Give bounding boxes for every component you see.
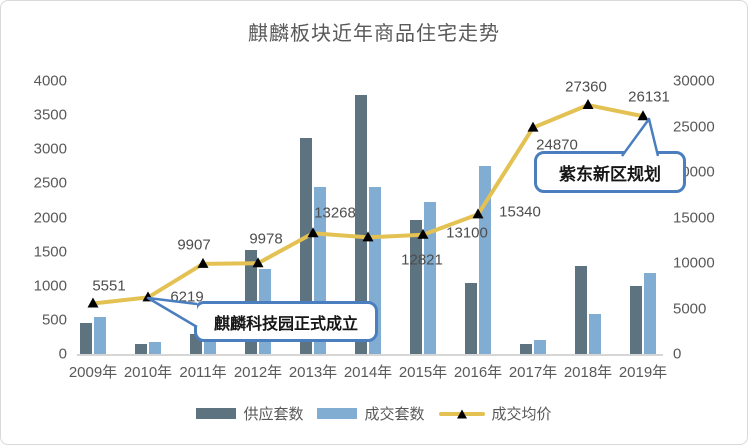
- price-marker-2018年: [582, 99, 594, 110]
- legend-label-deal: 成交套数: [364, 406, 425, 423]
- price-label-2017年: 24870: [536, 136, 578, 154]
- supply-bar-2018年: [575, 266, 587, 354]
- x-axis-label-2009年: 2009年: [68, 364, 118, 381]
- x-axis-label-2017年: 2017年: [508, 364, 558, 381]
- legend-item-price: 成交均价: [438, 403, 552, 424]
- supply-bar-2019年: [630, 286, 642, 354]
- price-marker-2017年: [527, 121, 539, 132]
- deal-bar-2017年: [534, 340, 546, 354]
- price-label-2019年: 26131: [628, 88, 670, 106]
- deal-bar-2010年: [149, 342, 161, 354]
- x-axis-line: [77, 354, 663, 356]
- x-axis-label-2019年: 2019年: [618, 364, 668, 381]
- left-axis-tick-2000: 2000: [33, 209, 67, 226]
- legend-label-price: 成交均价: [491, 406, 552, 423]
- left-axis-tick-0: 0: [58, 345, 67, 363]
- price-label-2015年: 13100: [446, 224, 488, 242]
- supply-bar-swatch-icon: [196, 408, 237, 419]
- price-label-2014年: 12821: [401, 251, 443, 269]
- price-label-2016年: 15340: [499, 203, 541, 221]
- left-axis-tick-3500: 3500: [33, 106, 67, 124]
- right-axis-tick-30000: 30000: [673, 72, 715, 90]
- right-axis-tick-0: 0: [673, 345, 682, 363]
- deal-bar-2018年: [589, 314, 601, 354]
- left-axis-tick-1500: 1500: [33, 243, 67, 261]
- deal-bar-2015年: [424, 202, 436, 354]
- supply-bar-2015年: [410, 220, 422, 354]
- x-axis-label-2014年: 2014年: [343, 364, 393, 381]
- price-marker-2019年: [637, 110, 649, 121]
- callout-zidong-new-district: 紫东新区规划: [534, 151, 686, 193]
- left-axis-tick-3000: 3000: [33, 140, 67, 158]
- price-marker-2010年: [142, 291, 154, 302]
- x-axis-label-2011年: 2011年: [179, 364, 227, 381]
- right-axis-tick-15000: 15000: [673, 209, 715, 226]
- x-axis-label-2015年: 2015年: [398, 364, 448, 381]
- price-label-2013年: 13268: [314, 204, 356, 222]
- left-axis-tick-1000: 1000: [33, 277, 67, 295]
- price-label-2018年: 27360: [565, 78, 607, 96]
- x-axis-label-2012年: 2012年: [233, 364, 283, 381]
- x-axis-label-2016年: 2016年: [453, 364, 503, 381]
- right-axis-tick-10000: 10000: [673, 254, 715, 272]
- right-axis-tick-5000: 5000: [673, 300, 707, 317]
- deal-bar-2009年: [94, 317, 106, 354]
- supply-bar-2010年: [135, 344, 147, 354]
- deal-bar-2016年: [479, 166, 491, 354]
- price-label-2011年: 9907: [177, 236, 211, 254]
- left-axis-tick-4000: 4000: [33, 72, 67, 90]
- left-axis-tick-2500: 2500: [33, 174, 67, 192]
- price-label-2009年: 5551: [92, 277, 126, 295]
- supply-bar-2017年: [520, 344, 532, 354]
- price-label-2012年: 9978: [249, 230, 283, 248]
- x-axis-label-2018年: 2018年: [563, 364, 613, 381]
- legend-label-supply: 供应套数: [243, 406, 304, 423]
- legend: 供应套数 成交套数 成交均价: [1, 403, 747, 424]
- price-line: [91, 103, 645, 306]
- x-axis-label-2010年: 2010年: [123, 364, 173, 381]
- callout-qilin-tech-park: 麒麟科技园正式成立: [194, 301, 378, 342]
- legend-item-deal: 成交套数: [317, 403, 425, 424]
- supply-bar-2016年: [465, 283, 477, 354]
- price-marker-2009年: [87, 297, 99, 308]
- left-axis-tick-500: 500: [41, 311, 67, 329]
- chart-title: 麒麟板块近年商品住宅走势: [248, 23, 500, 45]
- right-axis-tick-25000: 25000: [673, 118, 715, 135]
- legend-item-supply: 供应套数: [196, 403, 303, 424]
- deal-bar-2019年: [644, 273, 656, 354]
- deal-bar-swatch-icon: [317, 408, 358, 419]
- price-marker-2011年: [197, 257, 209, 268]
- supply-bar-2009年: [80, 323, 92, 354]
- x-axis-label-2013年: 2013年: [288, 364, 338, 381]
- price-line-swatch-icon: [438, 407, 485, 421]
